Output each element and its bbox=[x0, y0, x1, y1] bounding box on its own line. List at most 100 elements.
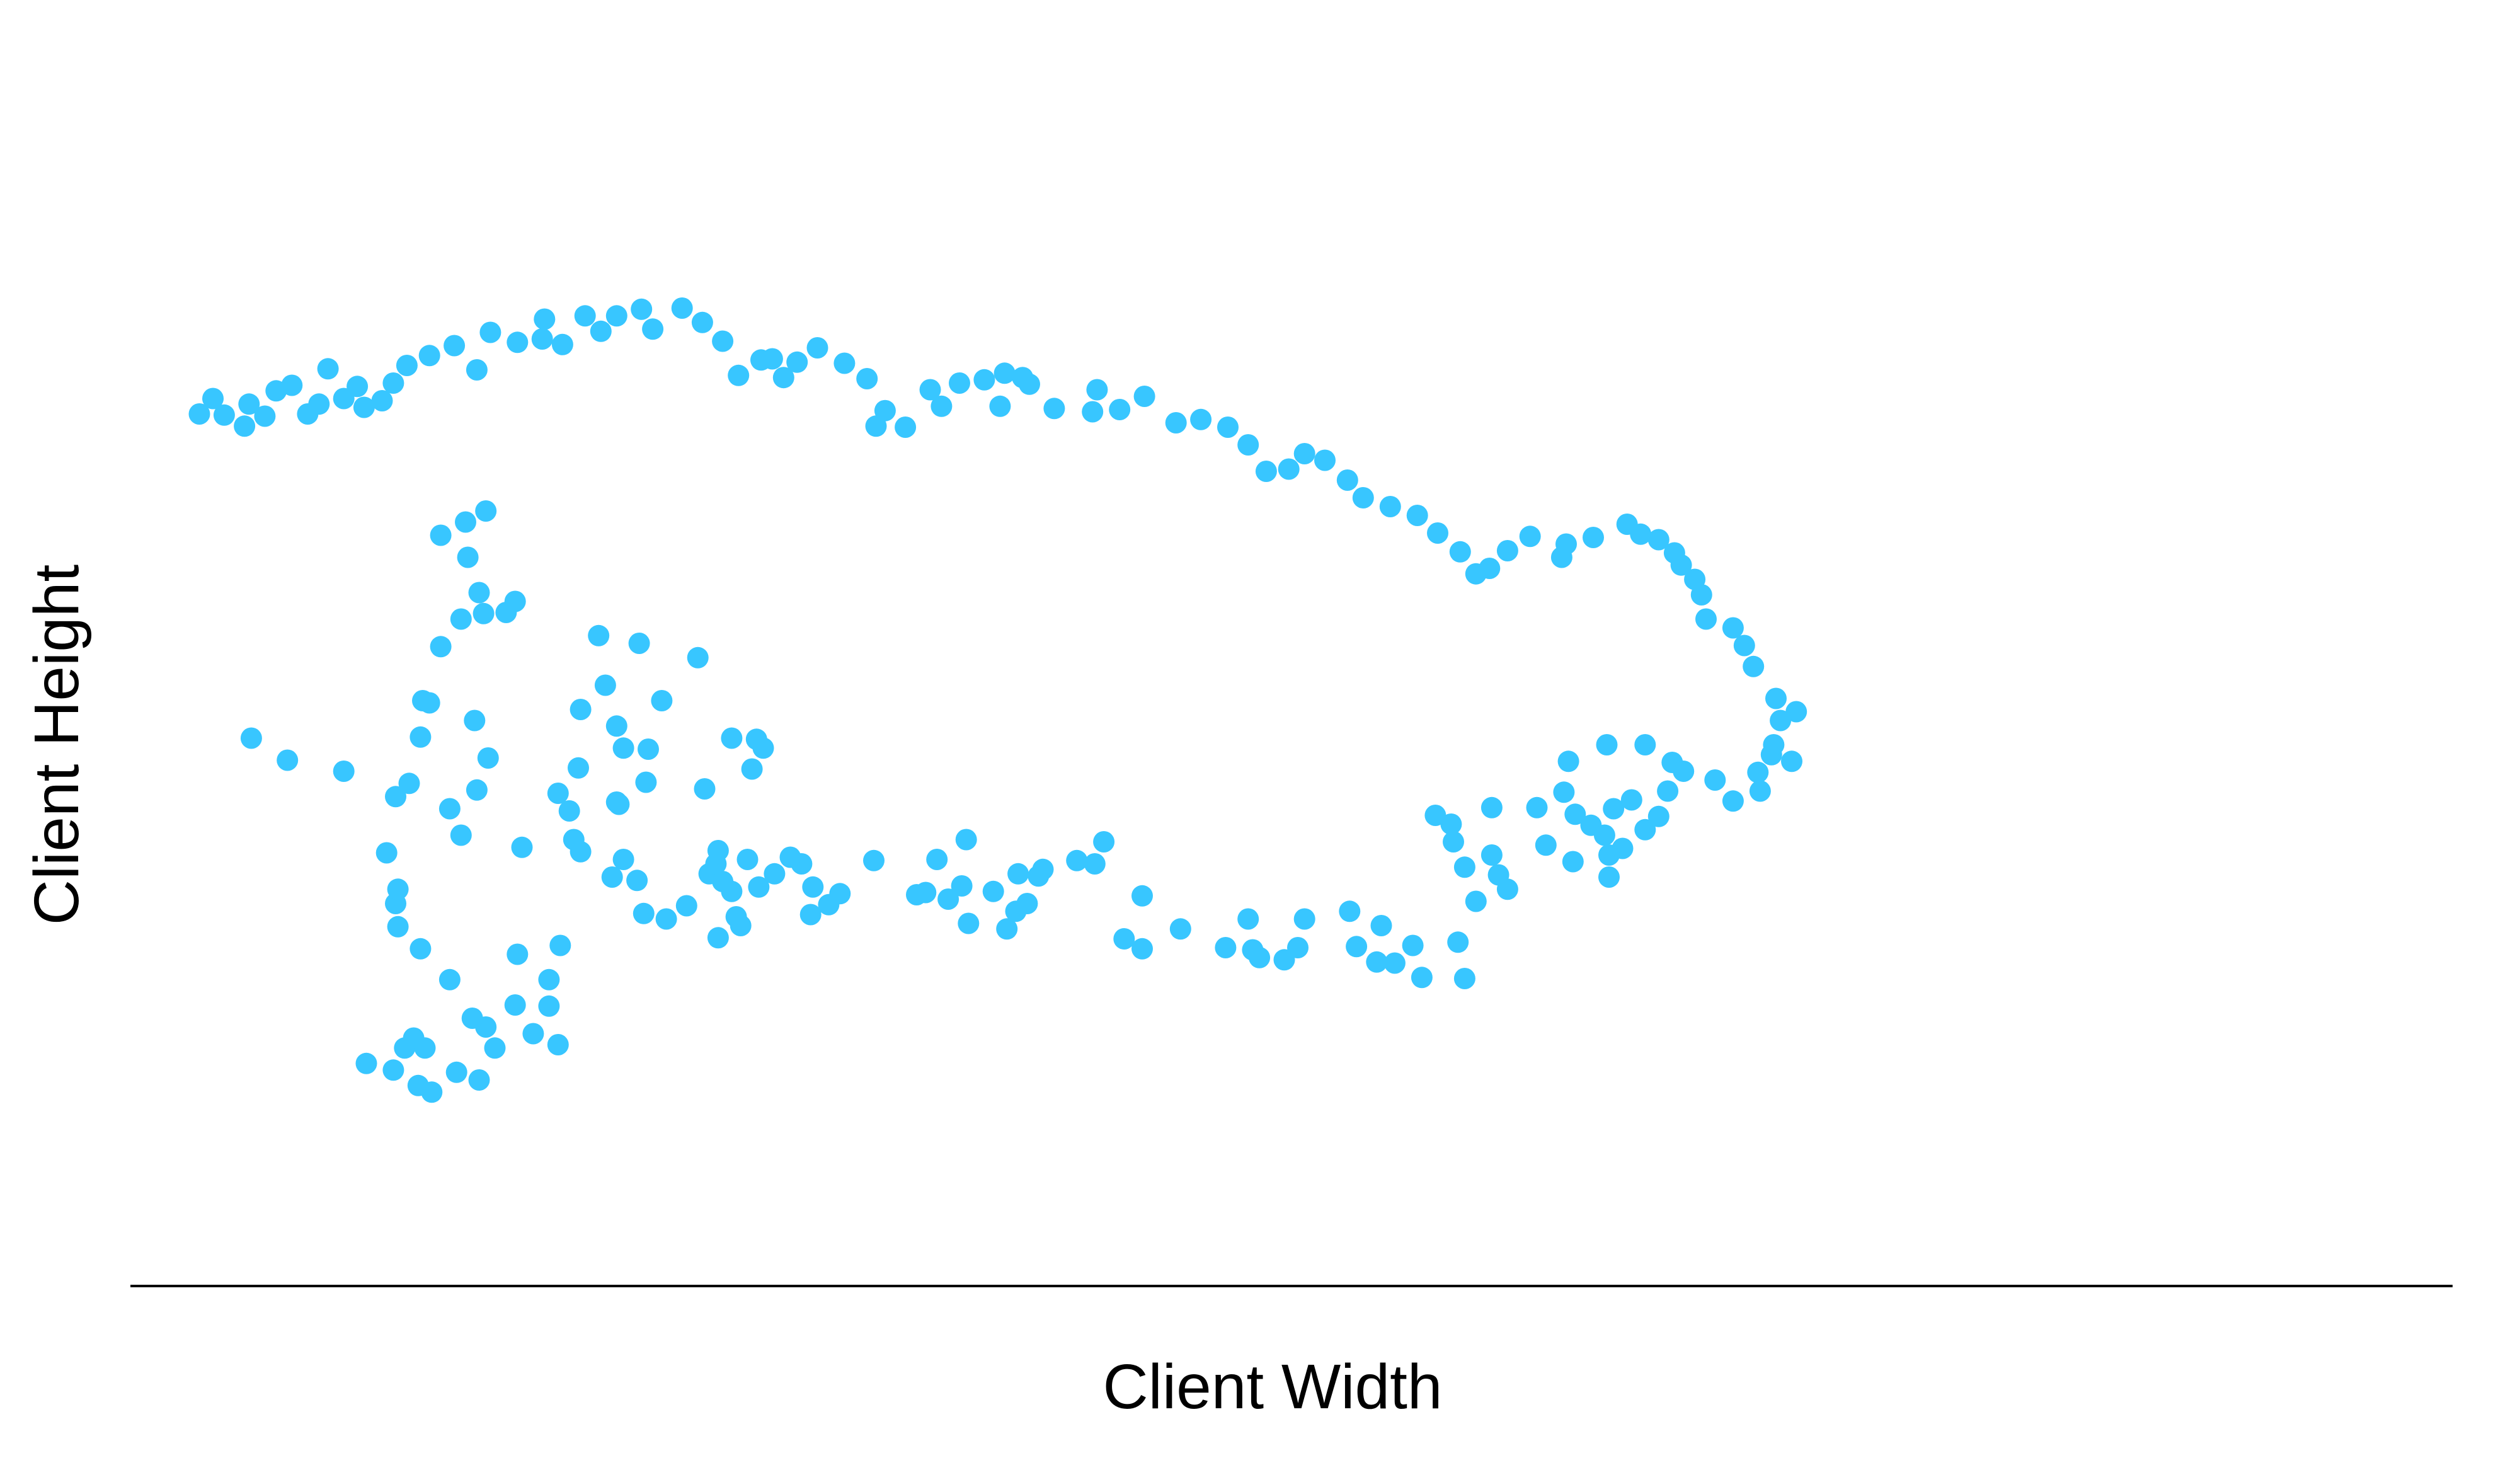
scatter-point bbox=[547, 783, 569, 804]
scatter-point bbox=[1763, 734, 1785, 755]
scatter-point bbox=[387, 878, 409, 900]
scatter-point bbox=[317, 358, 339, 380]
scatter-point bbox=[955, 829, 977, 851]
scatter-point bbox=[1781, 750, 1802, 772]
scatter-point bbox=[387, 916, 409, 938]
scatter-point bbox=[1032, 858, 1054, 880]
scatter-point bbox=[1406, 505, 1428, 526]
scatter-point bbox=[1550, 546, 1572, 568]
y-axis-title: Client Height bbox=[21, 565, 92, 926]
scatter-point bbox=[450, 608, 472, 630]
scatter-point bbox=[1487, 864, 1509, 886]
scatter-point bbox=[1480, 796, 1503, 818]
scatter-point bbox=[568, 757, 589, 779]
scatter-point bbox=[996, 918, 1018, 940]
scatter-point bbox=[1165, 412, 1187, 434]
scatter-point bbox=[1131, 938, 1153, 960]
scatter-point bbox=[188, 403, 210, 425]
scatter-point bbox=[1237, 908, 1259, 930]
scatter-point bbox=[588, 624, 610, 646]
scatter-point bbox=[234, 415, 256, 437]
scatter-point bbox=[919, 379, 941, 401]
scatter-point bbox=[240, 727, 262, 749]
scatter-point bbox=[1402, 934, 1424, 956]
scatter-point bbox=[728, 364, 750, 386]
scatter-point bbox=[712, 330, 734, 352]
scatter-point bbox=[1519, 525, 1541, 548]
scatter-point bbox=[1647, 805, 1670, 827]
scatter-point bbox=[1215, 937, 1237, 958]
scatter-point bbox=[1255, 461, 1277, 482]
scatter-point bbox=[1293, 443, 1315, 464]
scatter-point bbox=[973, 369, 995, 391]
scatter-point bbox=[445, 1061, 467, 1083]
scatter-point bbox=[1370, 915, 1392, 936]
scatter-point bbox=[1086, 379, 1108, 401]
scatter-point bbox=[1747, 761, 1769, 783]
scatter-point bbox=[1293, 908, 1315, 930]
scatter-point bbox=[472, 602, 495, 624]
scatter-point bbox=[772, 367, 794, 389]
scatter-point bbox=[1535, 834, 1557, 856]
scatter-point bbox=[1480, 844, 1503, 866]
scatter-point bbox=[1169, 918, 1191, 940]
scatter-point bbox=[1647, 529, 1670, 551]
scatter-point bbox=[466, 779, 488, 801]
scatter-point bbox=[1564, 803, 1586, 825]
scatter-point bbox=[574, 305, 596, 327]
scatter-point bbox=[730, 915, 752, 936]
scatter-point bbox=[721, 727, 743, 749]
scatter-point bbox=[1449, 541, 1471, 563]
scatter-point bbox=[802, 876, 824, 898]
scatter-point bbox=[479, 321, 501, 343]
scatter-point bbox=[438, 798, 461, 820]
scatter-point bbox=[786, 351, 808, 373]
scatter-point bbox=[333, 388, 355, 410]
scatter-point bbox=[1287, 937, 1309, 958]
scatter-point bbox=[651, 690, 673, 711]
scatter-point bbox=[382, 1059, 404, 1081]
scatter-point bbox=[605, 305, 627, 327]
scatter-point bbox=[1557, 750, 1579, 772]
scatter-point bbox=[254, 405, 276, 427]
scatter-point bbox=[958, 912, 980, 934]
scatter-point bbox=[1526, 796, 1548, 818]
scatter-point bbox=[982, 880, 1004, 902]
scatter-point bbox=[495, 602, 517, 623]
scatter-point bbox=[675, 895, 697, 917]
scatter-point bbox=[444, 335, 466, 357]
scatter-point bbox=[382, 372, 404, 394]
scatter-point bbox=[806, 337, 828, 359]
scatter-point bbox=[410, 938, 432, 960]
scatter-point bbox=[213, 404, 235, 426]
scatter-point bbox=[430, 636, 452, 658]
scatter-point bbox=[937, 888, 959, 910]
scatter-point bbox=[507, 943, 529, 965]
scatter-point bbox=[410, 726, 432, 748]
scatter-point bbox=[1411, 967, 1433, 989]
scatter-point bbox=[468, 582, 490, 604]
scatter-point bbox=[430, 524, 452, 546]
scatter-point bbox=[507, 331, 529, 353]
scatter-point bbox=[1496, 540, 1518, 561]
scatter-point bbox=[608, 793, 630, 815]
scatter-point bbox=[353, 396, 375, 418]
scatter-point bbox=[994, 362, 1016, 384]
scatter-point bbox=[1593, 824, 1615, 846]
scatter-point bbox=[558, 800, 580, 822]
scatter-point bbox=[1443, 831, 1464, 853]
scatter-point bbox=[1339, 900, 1361, 922]
scatter-point bbox=[612, 737, 634, 759]
scatter-point bbox=[1082, 401, 1104, 423]
scatter-point bbox=[926, 849, 948, 870]
scatter-point bbox=[1249, 946, 1271, 968]
scatter-point bbox=[534, 308, 556, 330]
scatter-point bbox=[1113, 928, 1135, 950]
scatter-point bbox=[1749, 780, 1771, 802]
scatter-point bbox=[551, 333, 573, 355]
scatter-point bbox=[951, 875, 973, 897]
scatter-point bbox=[906, 884, 927, 905]
scatter-point bbox=[642, 318, 664, 340]
points-layer bbox=[188, 297, 1807, 1103]
